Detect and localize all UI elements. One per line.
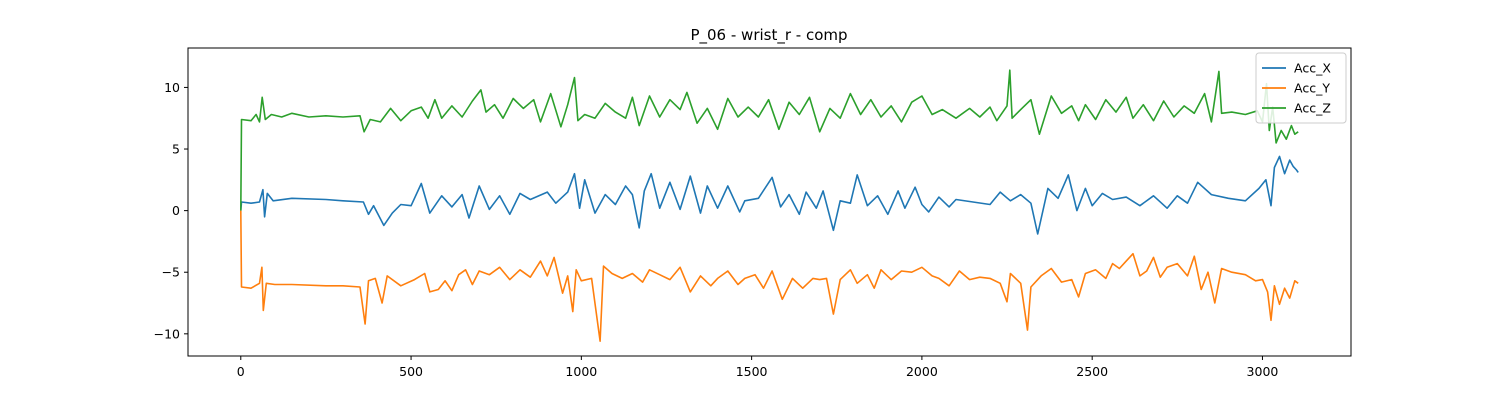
y-tick-label: 5	[172, 142, 180, 157]
x-tick-label: 1500	[736, 364, 768, 379]
series-layer	[240, 69, 1299, 342]
x-tick-label: 3000	[1247, 364, 1279, 379]
x-tick-label: 500	[399, 364, 423, 379]
series-line-acc-y	[240, 210, 1299, 342]
series-line-acc-z	[240, 69, 1299, 211]
y-tick-label: −5	[162, 265, 180, 280]
legend-label: Acc_Z	[1294, 101, 1331, 116]
chart-title: P_06 - wrist_r - comp	[690, 26, 847, 45]
y-tick-label: 10	[164, 80, 180, 95]
y-axis: −10 −5 0 5 10	[154, 80, 188, 341]
x-tick-label: 2000	[906, 364, 938, 379]
y-tick-label: 0	[172, 203, 180, 218]
series-line-acc-x	[240, 155, 1299, 235]
legend-label: Acc_X	[1294, 61, 1331, 76]
legend-label: Acc_Y	[1294, 81, 1330, 96]
x-tick-label: 0	[237, 364, 245, 379]
plot-area-frame	[187, 47, 1352, 357]
x-tick-label: 2500	[1076, 364, 1108, 379]
x-tick-label: 1000	[565, 364, 597, 379]
x-axis: 0 500 1000 1500 2000 2500 3000	[237, 356, 1279, 379]
legend: Acc_X Acc_Y Acc_Z	[1255, 52, 1347, 124]
legend-box	[1255, 52, 1347, 124]
y-tick-label: −10	[154, 326, 180, 341]
